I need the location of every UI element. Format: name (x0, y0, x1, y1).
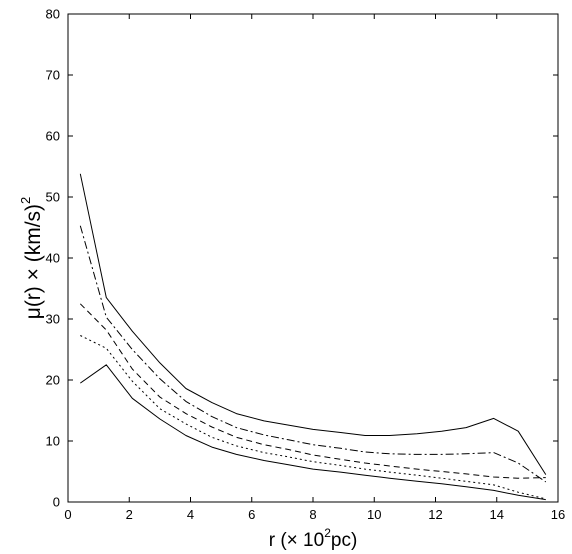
plot-frame (67, 13, 559, 503)
x-tick-label: 4 (187, 507, 194, 522)
y-tick-label: 40 (46, 251, 60, 266)
y-tick-label: 0 (53, 495, 60, 510)
y-tick-label: 60 (46, 129, 60, 144)
y-axis-label-pre: μ(r) (22, 280, 45, 319)
series-group (79, 173, 547, 501)
x-axis-label-mid: 10 (298, 530, 324, 551)
x-tick-label: 12 (428, 507, 442, 522)
x-tick-label: 14 (490, 507, 504, 522)
y-axis-label: μ(r) × (km/s)2 (18, 197, 45, 320)
series-line-5-solid (80, 364, 546, 501)
x-axis-label-sup: 2 (324, 526, 331, 540)
x-axis-label: r (× 102pc) (269, 526, 358, 551)
y-axis-label-mid: (km/s) (22, 204, 45, 268)
axis-ticks: 0 2 4 6 8 10 12 14 16 0 10 20 30 40 50 60 70 80 (46, 7, 566, 523)
series-line-1-solid (79, 173, 547, 475)
y-axis-label-sup: 2 (18, 197, 33, 204)
x-tick-label: 6 (248, 507, 255, 522)
x-axis-label-times: × (287, 530, 298, 551)
y-tick-label: 50 (46, 190, 60, 205)
y-axis-label-times: × (22, 268, 45, 280)
x-axis-label-pre: r ( (269, 530, 288, 551)
x-tick-label: 10 (367, 507, 381, 522)
x-axis-label-post: pc) (331, 530, 357, 551)
y-tick-label: 70 (46, 68, 60, 83)
x-tick-label: 16 (551, 507, 565, 522)
y-tick-label: 80 (46, 7, 60, 22)
x-tick-label: 2 (126, 507, 133, 522)
y-tick-label: 30 (46, 312, 60, 327)
x-tick-label: 8 (309, 507, 316, 522)
series-line-3-dashed (79, 303, 546, 479)
series-line-4-dotted (80, 335, 546, 500)
series-line-2-dashdot (79, 225, 547, 483)
x-tick-label: 0 (64, 507, 71, 522)
y-tick-label: 20 (46, 373, 60, 388)
y-tick-label: 10 (46, 434, 60, 449)
